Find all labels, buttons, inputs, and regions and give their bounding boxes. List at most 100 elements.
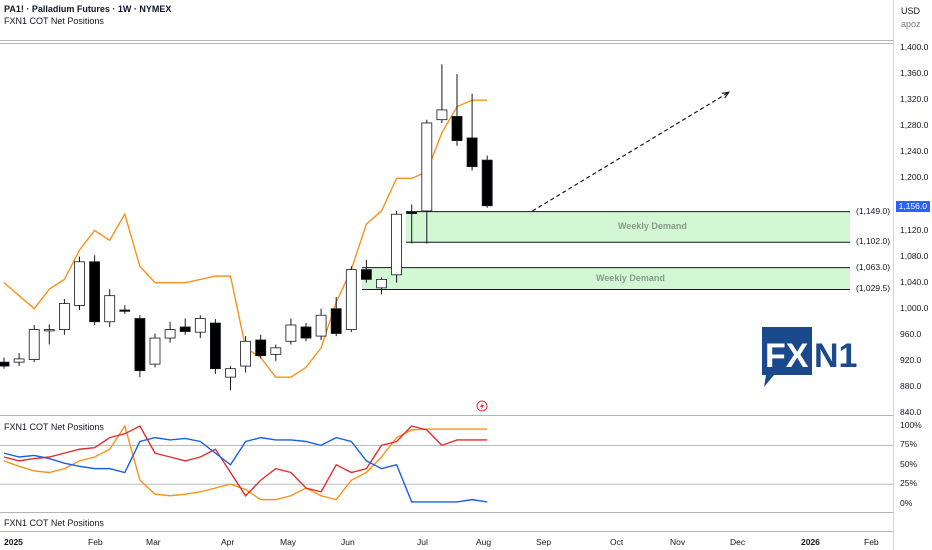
price-tick: 1,360.0 (900, 68, 929, 79)
time-tick: 2025 (4, 537, 23, 547)
price-tick: 1,080.0 (900, 250, 929, 261)
price-chart[interactable] (0, 44, 893, 415)
candle-body (285, 324, 297, 342)
time-tick: Jun (341, 537, 355, 547)
lightning-icon[interactable] (476, 400, 488, 412)
price-tick: 1,120.0 (900, 224, 929, 235)
time-tick: Dec (730, 537, 746, 547)
zone-price-label: (1,063.0) (856, 261, 891, 272)
candle-body (13, 358, 25, 363)
cot-tick: 50% (900, 458, 918, 469)
logo-text-n1: N1 (814, 337, 857, 375)
candle-body (43, 329, 55, 332)
zone-price-label: (1,029.5) (856, 283, 891, 294)
time-tick: Feb (864, 537, 879, 547)
candle-body (315, 314, 327, 337)
time-tick: May (280, 537, 297, 547)
candle-body (89, 261, 100, 323)
pane-top-border (0, 40, 893, 41)
candle-body (240, 340, 252, 367)
price-tick: 920.0 (900, 354, 922, 365)
candle (13, 353, 25, 367)
candle-body (376, 278, 387, 289)
time-tick: Sep (536, 537, 552, 547)
time-tick: Mar (146, 537, 161, 547)
candle (28, 325, 40, 363)
candle (194, 315, 206, 339)
candle (315, 308, 327, 340)
demand-zone (406, 211, 850, 243)
time-tick: Jul (417, 537, 428, 547)
candle (104, 289, 116, 327)
time-tick: 2026 (801, 537, 820, 547)
last-price-tag: 1,156.0 (895, 201, 930, 213)
candle-body (255, 339, 267, 357)
zone-price-label: (1,149.0) (856, 205, 891, 216)
price-tick: 1,240.0 (900, 146, 929, 157)
demand-zones (362, 211, 850, 290)
candle (134, 315, 146, 378)
indicator-legend[interactable]: FXN1 COT Net Positions (4, 16, 104, 26)
candle-body (451, 116, 463, 141)
candle-body (391, 213, 403, 276)
candle (345, 266, 357, 333)
candle (0, 357, 10, 369)
price-tick: 840.0 (900, 407, 922, 417)
candle (164, 321, 176, 343)
cot-tick: 100% (900, 420, 922, 430)
candle-body (134, 318, 146, 372)
candle (43, 324, 55, 345)
time-tick: Apr (221, 537, 235, 547)
price-tick: 1,320.0 (900, 94, 929, 105)
price-tick: 1,000.0 (900, 302, 929, 313)
cot-tick: 75% (900, 439, 918, 450)
zone-label: Weekly Demand (596, 272, 665, 283)
candle (179, 318, 191, 335)
candle (255, 334, 267, 359)
candle-body (119, 309, 131, 312)
candle-body (179, 326, 191, 332)
cot-lines (3, 424, 488, 503)
candle-body (300, 326, 312, 339)
cot-tick: 0% (900, 497, 913, 508)
candle (481, 155, 493, 208)
candle-body (149, 337, 161, 365)
candle (225, 366, 236, 391)
candle-body (0, 361, 10, 367)
candle (209, 319, 221, 374)
candle (89, 255, 100, 326)
candle (119, 305, 131, 314)
candles (0, 64, 493, 391)
cot-guides (0, 445, 893, 485)
symbol-title: PA1! · Palladium Futures · 1W · NYMEX (4, 4, 172, 14)
candle-body (74, 261, 85, 306)
price-axis-border (893, 0, 894, 550)
zone-price-label: (1,102.0) (856, 236, 891, 247)
pane-separator-2 (0, 512, 893, 513)
candle (330, 296, 342, 337)
candle-body (28, 329, 40, 360)
price-tick: 960.0 (900, 328, 922, 339)
cot-chart[interactable] (0, 416, 893, 512)
pane-separator-3 (0, 531, 893, 532)
bottom-pane-title[interactable]: FXN1 COT Net Positions (4, 518, 104, 528)
candle-body (406, 211, 418, 214)
indicator-pane-title[interactable]: FXN1 COT Net Positions (4, 422, 104, 432)
candle-body (466, 137, 478, 168)
candle-body (104, 295, 116, 323)
cot-line-orange (3, 424, 488, 501)
time-tick: Aug (476, 537, 492, 547)
scale-label: apoz (901, 19, 921, 29)
candle-body (436, 109, 448, 121)
candle-body (59, 303, 70, 330)
time-tick: Feb (88, 537, 103, 547)
candle-body (164, 329, 176, 339)
candle (466, 93, 478, 171)
time-tick: Oct (610, 537, 624, 547)
price-tick: 1,280.0 (900, 120, 929, 131)
candle (240, 336, 252, 373)
candle (436, 64, 448, 123)
projection-arrowhead (721, 91, 731, 99)
candle (391, 210, 403, 283)
pane-top-border-2 (0, 43, 893, 44)
